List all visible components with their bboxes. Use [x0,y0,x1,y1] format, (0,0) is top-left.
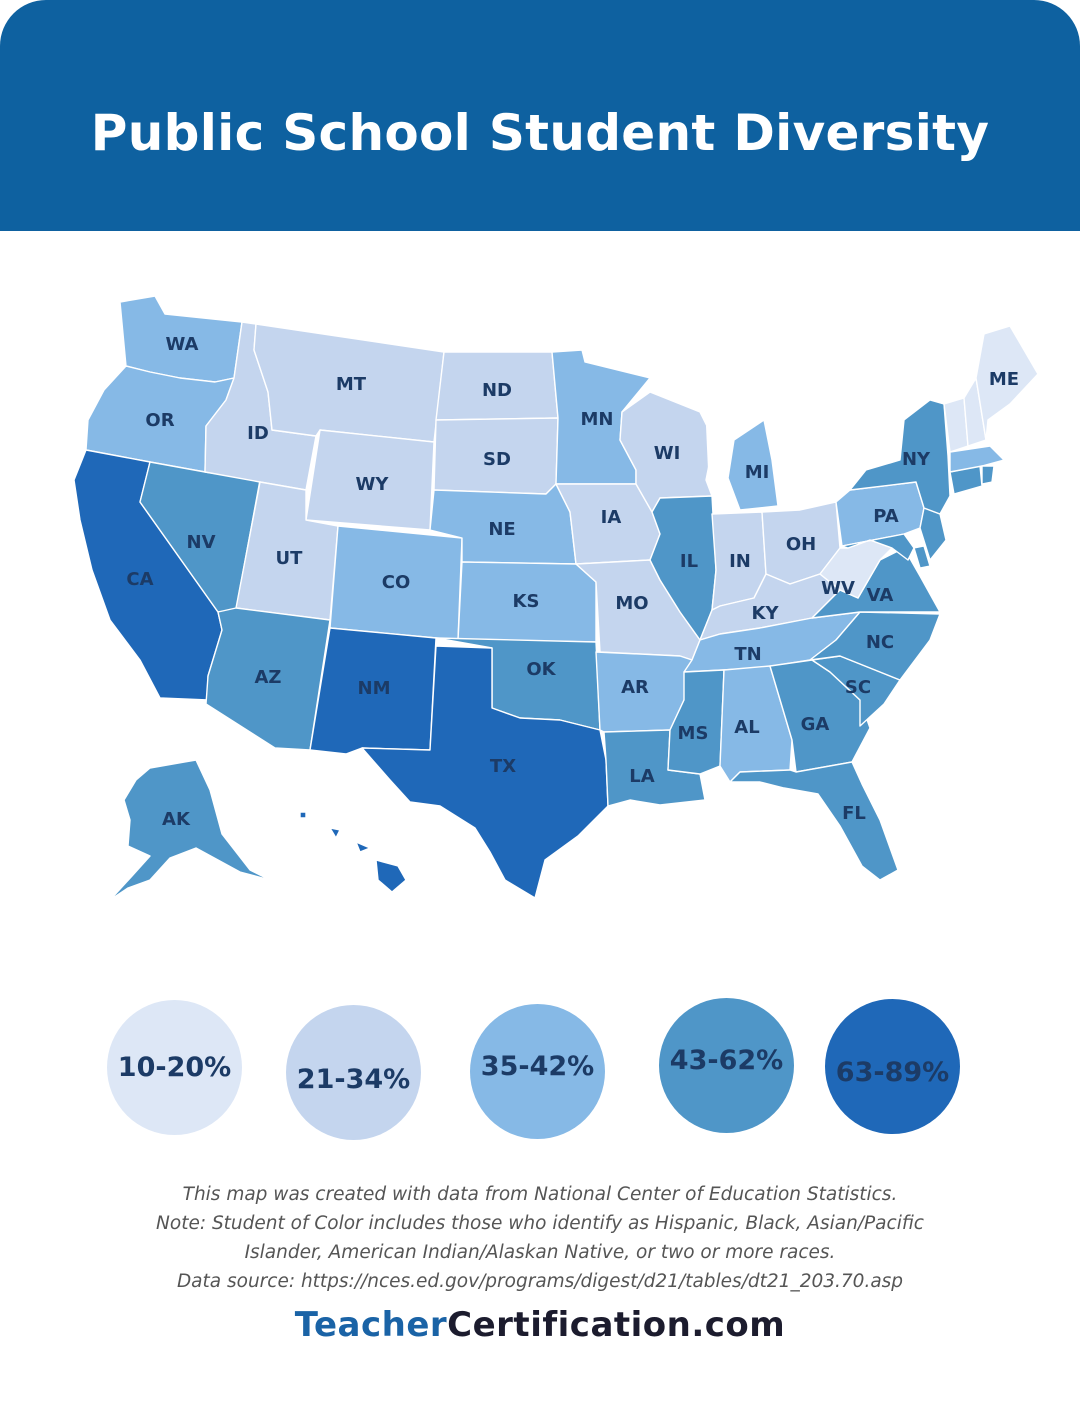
state-label-AR: AR [621,677,649,698]
state-label-MI: MI [745,462,770,483]
state-labels: WA OR CA NV ID MT WY UT AZ CO NM ND SD NE KS OK TX MN IA MO… [126,334,1019,830]
state-label-UT: UT [276,548,304,569]
state-label-GA: GA [801,714,830,735]
state-label-LA: LA [629,766,654,787]
state-AK [109,759,271,901]
state-label-TX: TX [490,756,516,777]
header-banner: Public School Student Diversity [0,0,1080,231]
lake-michigan [706,420,724,500]
state-label-WY: WY [356,474,390,495]
state-label-IA: IA [601,507,622,528]
state-label-MT: MT [336,374,367,395]
state-label-PA: PA [873,506,899,527]
source-notes: This map was created with data from Nati… [60,1180,1020,1296]
state-label-NC: NC [866,632,894,653]
state-label-WV: WV [821,578,855,599]
state-label-NM: NM [358,678,391,699]
note-line-3: Islander, American Indian/Alaskan Native… [244,1242,836,1263]
state-label-SD: SD [483,449,511,470]
state-label-AZ: AZ [255,667,282,688]
state-label-OK: OK [526,659,556,680]
state-NY [849,399,951,515]
lake-superior [670,374,748,398]
state-FL [729,761,899,881]
state-label-TN: TN [734,644,761,665]
state-AZ [205,607,331,751]
state-label-MS: MS [678,723,709,744]
brand-part-certification: Certification.com [447,1305,786,1345]
legend-item-35-42: 35-42% [470,1004,605,1139]
state-label-ID: ID [247,423,269,444]
state-label-SC: SC [845,677,871,698]
note-line-2: Note: Student of Color includes those wh… [156,1213,924,1234]
legend-label-10-20: 10-20% [117,1052,232,1083]
state-label-AL: AL [734,717,759,738]
state-DE [913,545,931,569]
state-label-KS: KS [513,591,540,612]
state-TX [361,645,609,899]
state-label-IN: IN [729,551,751,572]
legend-item-21-34: 21-34% [286,1005,421,1140]
brand-part-teacher: Teacher [294,1305,448,1345]
state-label-NE: NE [488,519,515,540]
state-MA [949,445,1005,473]
state-label-WI: WI [654,443,681,464]
state-MD [841,533,915,561]
state-KS [457,561,597,643]
state-label-IL: IL [680,551,698,572]
legend-item-63-89: 63-89% [825,999,960,1134]
us-map: WA OR CA NV ID MT WY UT AZ CO NM ND SD NE KS OK TX MN IA MO… [73,295,1039,901]
legend-label-63-89: 63-89% [835,1057,950,1088]
legend-label-35-42: 35-42% [480,1051,595,1082]
state-label-CA: CA [126,569,153,590]
legend-item-10-20: 10-20% [107,1000,242,1135]
state-RI [981,465,995,485]
note-line-1: This map was created with data from Nati… [182,1184,898,1205]
legend-item-43-62: 43-62% [659,998,794,1133]
state-label-CO: CO [382,572,411,593]
state-label-KY: KY [752,603,780,624]
state-label-FL: FL [842,803,866,824]
state-label-ND: ND [482,380,512,401]
state-label-ME: ME [989,369,1019,390]
state-NC [809,611,941,681]
state-ME [975,325,1039,441]
state-MI [727,419,779,511]
state-label-OR: OR [145,410,174,431]
legend-label-21-34: 21-34% [296,1064,411,1095]
legend-label-43-62: 43-62% [669,1045,784,1076]
state-label-MN: MN [581,409,614,430]
state-label-NY: NY [902,449,931,470]
state-label-VA: VA [867,585,894,606]
state-label-WA: WA [166,334,199,355]
state-label-NV: NV [187,532,216,553]
state-label-MO: MO [615,593,648,614]
state-label-OH: OH [786,534,816,555]
state-label-AK: AK [162,809,191,830]
brand-logo: TeacherCertification.com [0,1305,1080,1345]
state-HI [299,811,407,893]
page-title: Public School Student Diversity [90,104,990,162]
note-line-4: Data source: https://nces.ed.gov/program… [176,1271,904,1292]
